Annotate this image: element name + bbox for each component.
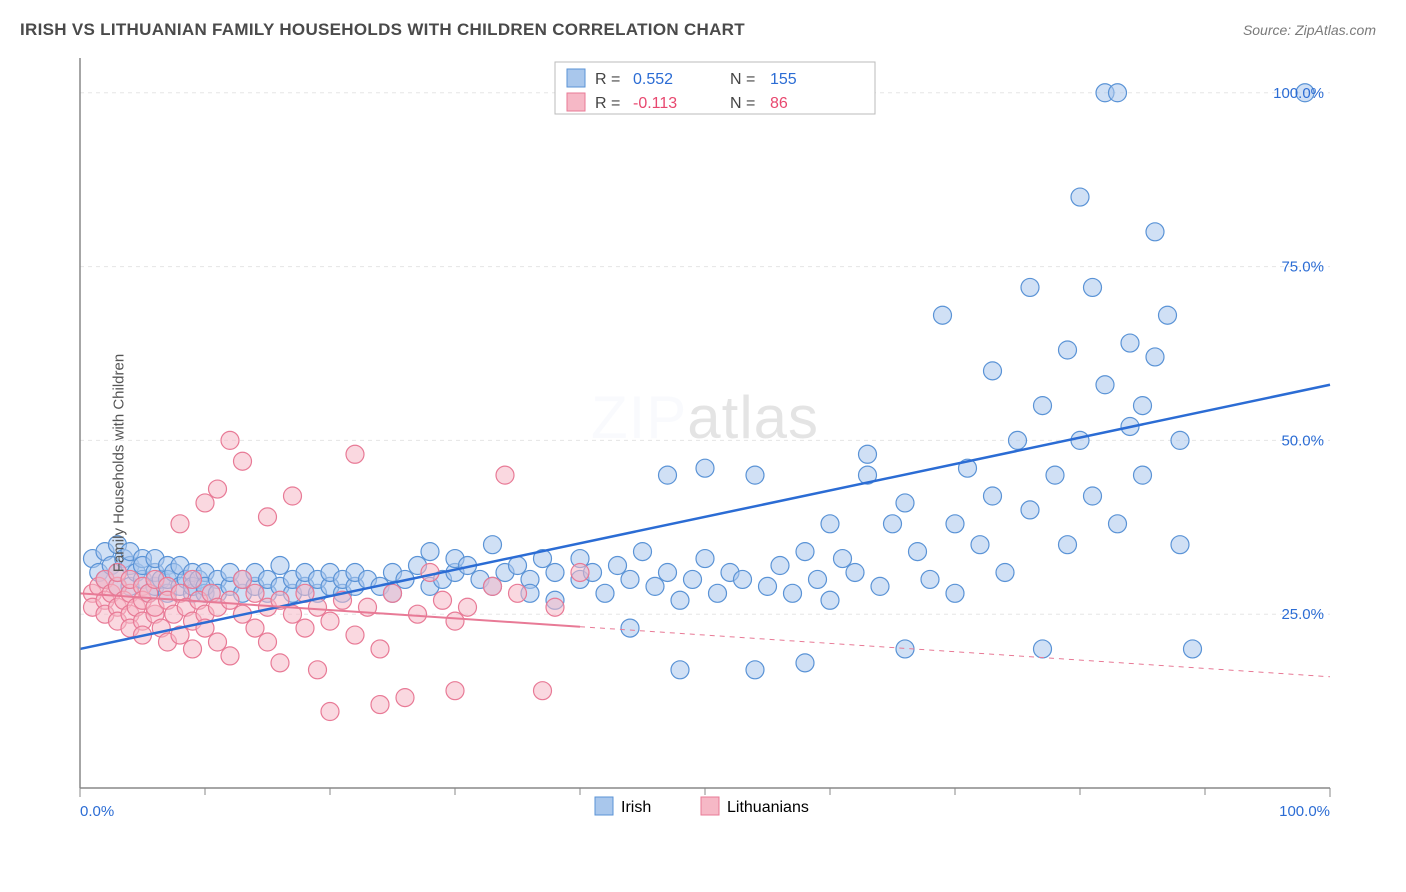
svg-text:-0.113: -0.113: [633, 95, 677, 112]
svg-text:0.552: 0.552: [633, 71, 673, 88]
series-irish: [84, 84, 1315, 679]
svg-text:100.0%: 100.0%: [1279, 803, 1330, 820]
svg-text:25.0%: 25.0%: [1281, 606, 1324, 623]
svg-text:50.0%: 50.0%: [1281, 432, 1324, 449]
svg-text:Lithuanians: Lithuanians: [727, 799, 809, 816]
svg-text:N =: N =: [730, 71, 755, 88]
source-label: Source:: [1243, 22, 1295, 38]
source-attribution: Source: ZipAtlas.com: [1243, 22, 1376, 38]
svg-text:100.0%: 100.0%: [1273, 85, 1324, 102]
svg-text:75.0%: 75.0%: [1281, 259, 1324, 276]
y-axis-label: Family Households with Children: [111, 354, 128, 572]
scatter-chart: ZIPatlas 0.0% 100.0% 25.0% 50.0% 75.0% 100.0% R…: [20, 48, 1340, 878]
svg-text:ZIPatlas: ZIPatlas: [591, 384, 819, 451]
chart-header: IRISH VS LITHUANIAN FAMILY HOUSEHOLDS WI…: [0, 0, 1406, 48]
svg-text:R =: R =: [595, 95, 620, 112]
svg-text:R =: R =: [595, 71, 620, 88]
chart-area: Family Households with Children ZIPatlas…: [20, 48, 1386, 878]
svg-text:Irish: Irish: [621, 799, 651, 816]
chart-title: IRISH VS LITHUANIAN FAMILY HOUSEHOLDS WI…: [20, 20, 745, 40]
svg-text:N =: N =: [730, 95, 755, 112]
svg-text:86: 86: [770, 95, 788, 112]
svg-text:0.0%: 0.0%: [80, 803, 114, 820]
svg-text:155: 155: [770, 71, 797, 88]
source-link[interactable]: ZipAtlas.com: [1295, 22, 1376, 38]
